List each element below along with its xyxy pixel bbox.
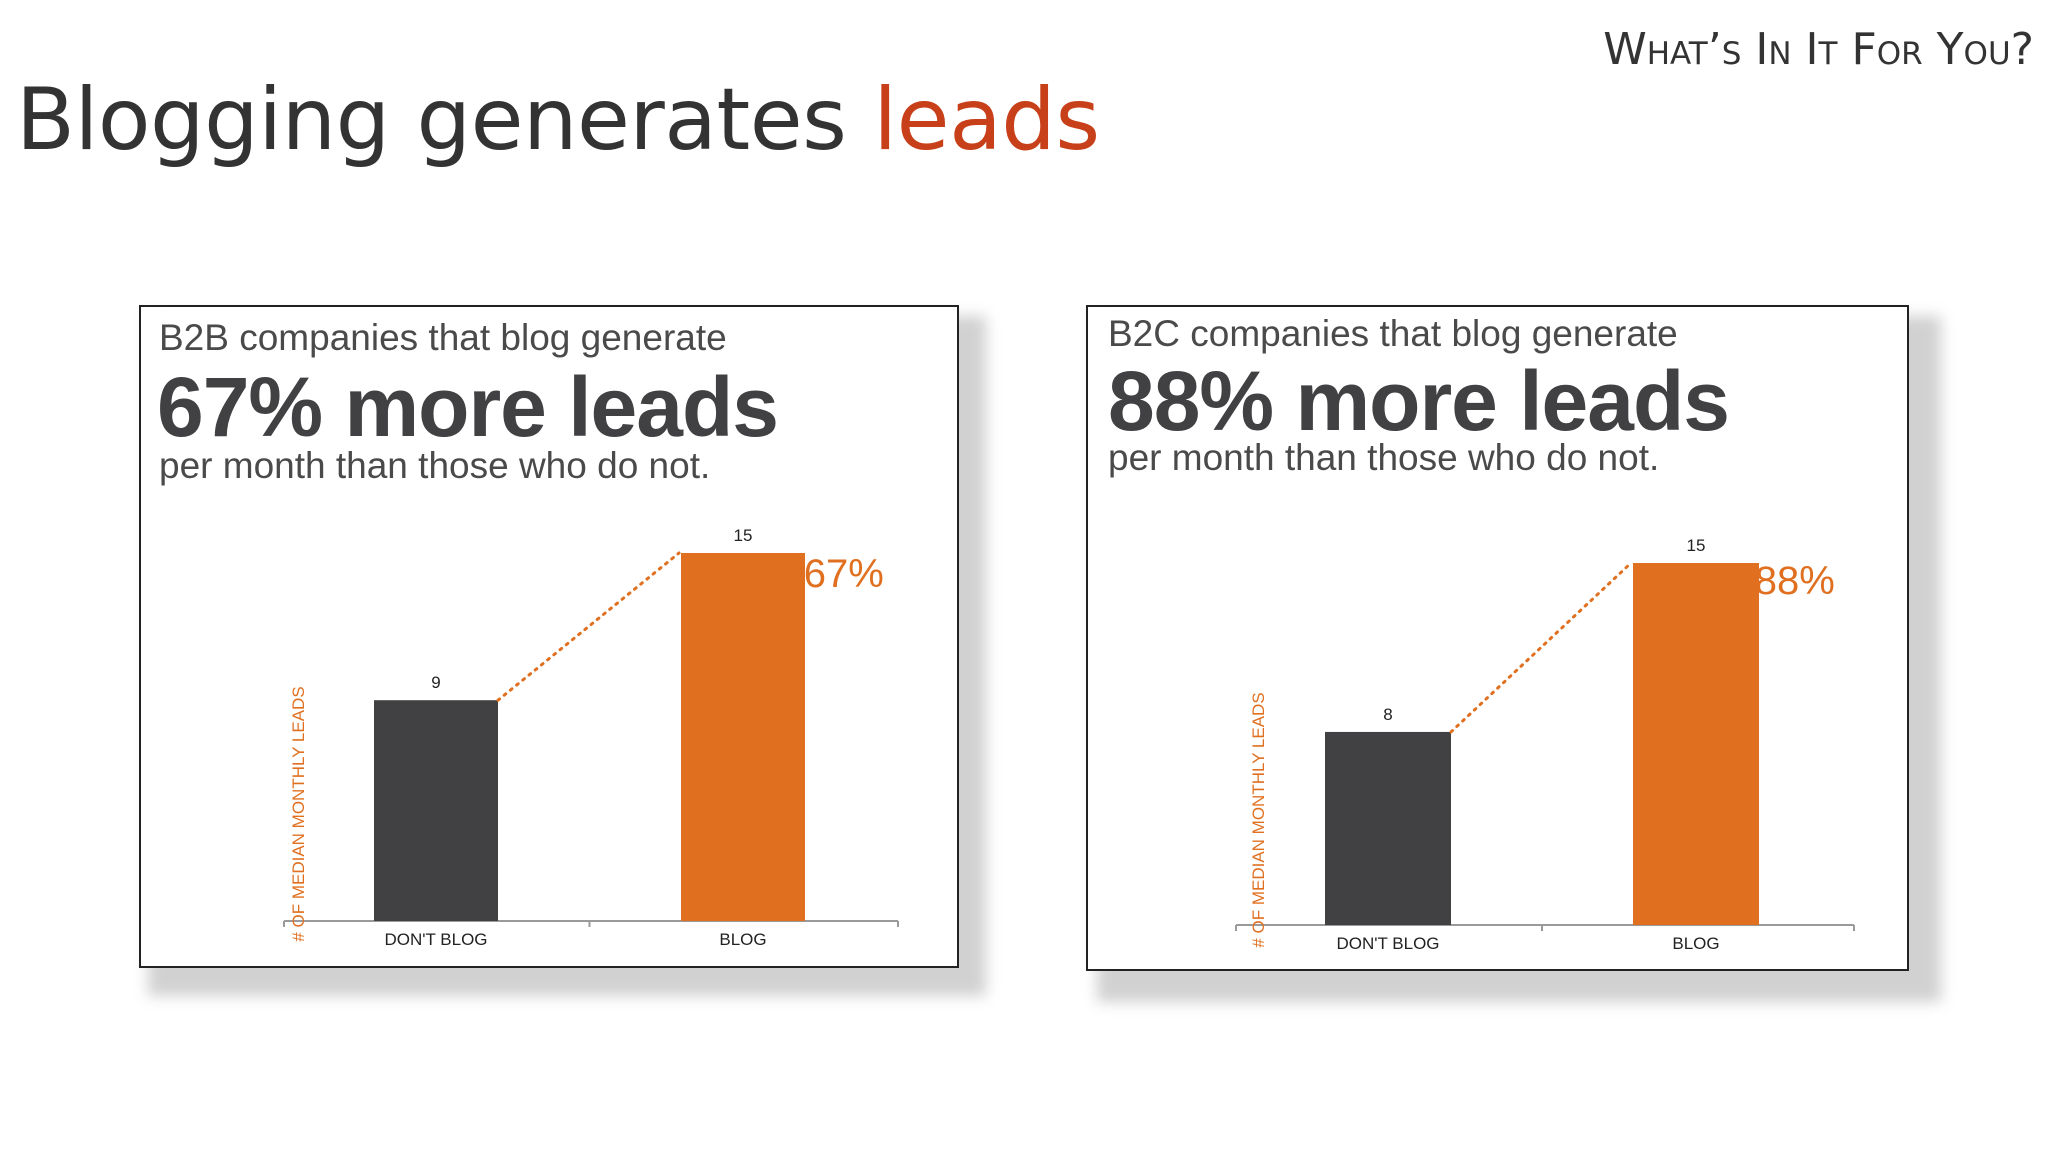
data-label: 9 [431, 673, 440, 692]
growth-annotation: ⇧67% [770, 552, 884, 596]
growth-connector [1449, 561, 1633, 734]
card-tail: per month than those who do not. [1108, 437, 1660, 478]
x-tick-label: DON'T BLOG [384, 930, 487, 949]
bar-blog [1633, 563, 1759, 925]
data-label: 15 [734, 526, 753, 545]
slide-title: Blogging generates leads [16, 70, 1100, 170]
x-tick-label: BLOG [719, 930, 766, 949]
bar-dont-blog [1325, 731, 1451, 925]
card-headline: 88% more leads [1108, 354, 1730, 448]
bar-blog [681, 553, 805, 921]
data-label: 8 [1383, 705, 1392, 724]
b2c-card: B2C companies that blog generate 88% mor… [1086, 305, 1909, 971]
card-intro: B2C companies that blog generate [1108, 313, 1678, 354]
growth-annotation: ⇧88% [1721, 559, 1835, 603]
x-tick-label: DON'T BLOG [1336, 934, 1439, 953]
slide-title-accent: leads [873, 70, 1100, 170]
bar-dont-blog [374, 700, 498, 921]
y-axis-label: # OF MEDIAN MONTHLY LEADS [1249, 692, 1268, 947]
card-tail: per month than those who do not. [159, 445, 711, 486]
b2b-bar-chart: 9 DON'T BLOG 15 BLOG # OF MEDIAN MONTHLY LEA… [283, 526, 899, 949]
growth-connector [496, 551, 681, 702]
data-label: 15 [1687, 536, 1706, 555]
section-label: What’s In It For You? [1603, 24, 2034, 75]
card-headline: 67% more leads [157, 360, 779, 454]
slide-title-main: Blogging generates [16, 70, 874, 170]
b2b-card: B2B companies that blog generate 67% mor… [139, 305, 959, 968]
x-tick-label: BLOG [1672, 934, 1719, 953]
y-axis-label: # OF MEDIAN MONTHLY LEADS [289, 686, 308, 941]
b2c-bar-chart: 8 DON'T BLOG 15 BLOG # OF MEDIAN MONTHLY LEA… [1235, 536, 1855, 953]
card-intro: B2B companies that blog generate [159, 317, 727, 358]
